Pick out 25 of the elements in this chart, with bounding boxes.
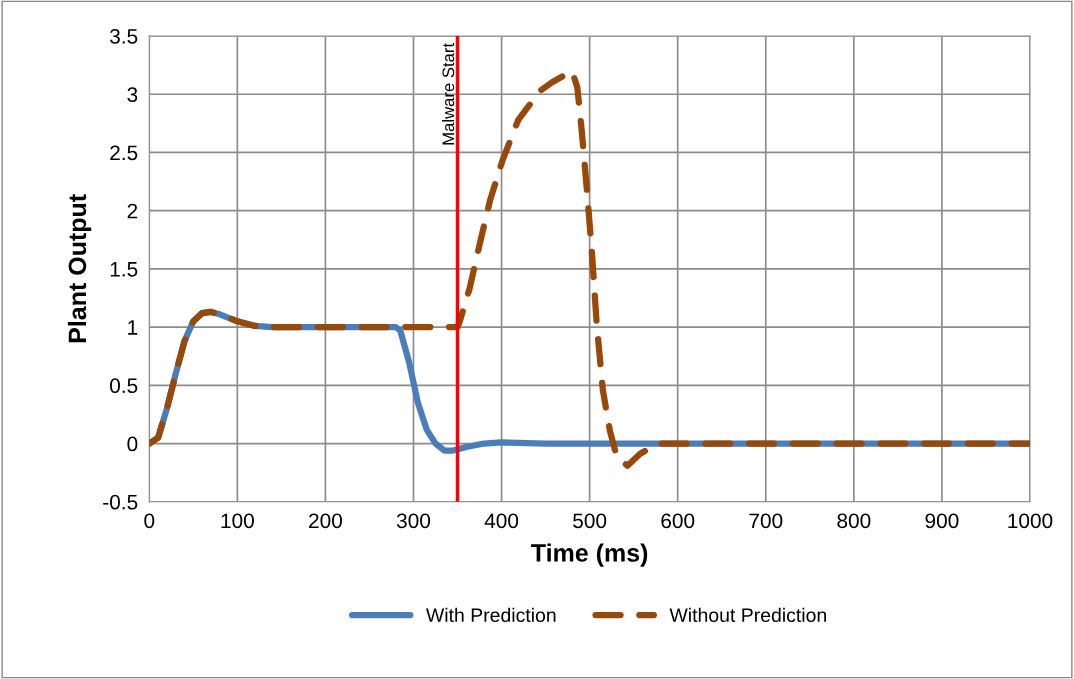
x-tick-label: 800 xyxy=(837,513,871,529)
y-axis-title: Plant Output xyxy=(67,194,92,343)
y-tick-label: -0.5 xyxy=(103,494,138,510)
x-tick-label: 200 xyxy=(309,513,342,529)
x-tick-label: 900 xyxy=(925,513,959,529)
x-tick-label: 0 xyxy=(144,513,155,529)
y-tick-label: 2 xyxy=(127,203,138,219)
x-tick-label: 500 xyxy=(573,513,607,529)
y-tick-label: 1.5 xyxy=(110,262,138,277)
y-tick-label: 0.5 xyxy=(110,378,138,394)
x-axis-title: Time (ms) xyxy=(531,543,648,567)
x-tick-label: 600 xyxy=(661,513,695,529)
ref-line-label: Malware Start xyxy=(441,43,455,145)
legend-label: With Prediction xyxy=(426,607,556,623)
y-tick-label: 2.5 xyxy=(110,145,138,161)
y-tick-label: 1 xyxy=(128,320,138,335)
x-tick-label: 400 xyxy=(484,513,519,529)
x-tick-label: 300 xyxy=(396,513,431,529)
y-tick-label: 0 xyxy=(127,436,138,452)
x-tick-label: 100 xyxy=(221,513,254,529)
x-tick-label: 1000 xyxy=(1008,513,1053,529)
y-tick-label: 3.5 xyxy=(110,28,138,44)
legend-label: Without Prediction xyxy=(669,607,826,623)
x-tick-label: 700 xyxy=(749,513,783,529)
y-tick-label: 3 xyxy=(127,87,138,102)
